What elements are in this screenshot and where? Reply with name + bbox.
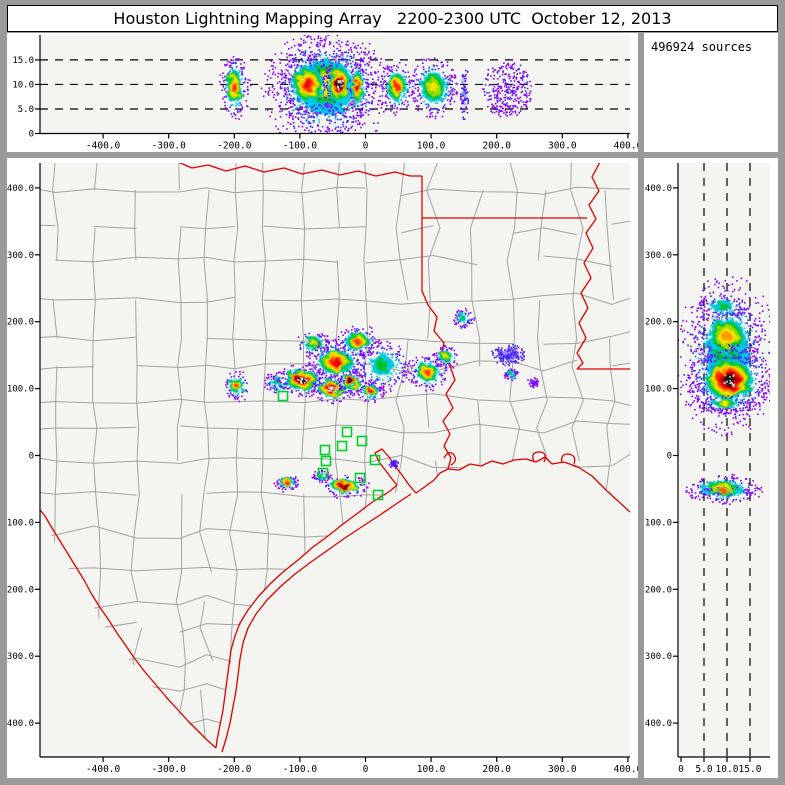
barrier-island [221,493,412,753]
station-square [354,472,366,484]
x-tick-label: -400.0 [86,141,121,152]
y-tick-label: 300.0 [7,251,34,261]
y-tick-label: 100.0 [645,385,672,395]
y-tick-label: -200.0 [7,585,34,595]
x-tick-label: 0 [678,764,684,775]
y-tick-label: -300.0 [644,652,672,662]
station-square [369,454,381,466]
x-tick-label: -300.0 [152,764,187,775]
x-tick-label: -200.0 [217,141,252,152]
sabine-lake [443,451,457,466]
east-texas-border [421,176,456,470]
y-tick-label: 300.0 [645,251,672,261]
x-tick-label: -100.0 [283,141,318,152]
y-tick-label: 0 [29,130,34,140]
x-tick-label: 400.0 [614,764,638,775]
calcasieu-lake [532,451,546,463]
ns-altitude-panel[interactable]: 0 5.0 10.015.0 400.0 300.0 200.0 100.0 0 -100.0 -… [644,158,778,778]
station-square [277,390,289,402]
x-tick-label: 300.0 [548,141,577,152]
x-tick-label: 300.0 [548,764,577,775]
y-tick-label: -100.0 [644,518,672,528]
y-tick-label: 400.0 [645,184,672,194]
y-tick-label: 200.0 [645,318,672,328]
y-tick-label: -100.0 [7,518,34,528]
ns-altitude-plot[interactable]: 0 5.0 10.015.0 400.0 300.0 200.0 100.0 0 -100.0 -… [644,158,778,778]
y-tick-label: 200.0 [7,318,34,328]
x-tick-label: 15.0 [739,764,762,775]
station-square [320,455,332,467]
x-tick-label: 0 [363,764,369,775]
x-tick-label: -300.0 [152,141,187,152]
plan-view-map-panel[interactable]: -400.0 -300.0 -200.0 -100.0 0 100.0 200.0 300.0… [7,158,638,778]
red-river-border [178,163,422,177]
axes: -400.0 -300.0 -200.0 -100.0 0 100.0 200.0 300.0… [12,35,638,152]
ew-altitude-plot[interactable]: -400.0 -300.0 -200.0 -100.0 0 100.0 200.0 300.0… [7,33,638,152]
x-tick-label: -100.0 [283,764,318,775]
x-tick-label: 400.0 [614,141,638,152]
station-square [341,426,353,438]
y-tick-label: -200.0 [644,585,672,595]
window-title: Houston Lightning Mapping Array 2200-230… [113,9,672,28]
x-tick-label: 100.0 [417,141,446,152]
x-tick-label: 200.0 [482,141,511,152]
state-borders [40,163,630,753]
y-tick-label: 400.0 [7,184,34,194]
station-square [336,440,348,452]
grand-lake [560,453,576,465]
y-tick-label: 0 [29,452,34,462]
y-tick-label: 0 [667,452,672,462]
y-tick-label: 5.0 [18,105,34,115]
plan-view-map-plot[interactable]: -400.0 -300.0 -200.0 -100.0 0 100.0 200.0 300.0… [7,158,638,778]
y-tick-label: -400.0 [644,719,672,729]
y-tick-label: 100.0 [7,385,34,395]
station-square [372,489,384,501]
x-tick-label: 200.0 [482,764,511,775]
x-tick-label: 0 [363,141,369,152]
lma-station-markers [277,390,384,501]
title-bar: Houston Lightning Mapping Array 2200-230… [7,5,778,32]
station-square [317,467,329,479]
y-tick-label: 10.0 [12,80,34,90]
y-tick-label: -300.0 [7,652,34,662]
axes: 0 5.0 10.015.0 400.0 300.0 200.0 100.0 0 -100.0 -… [644,163,770,775]
density-cells [678,276,770,506]
station-square [356,435,368,447]
arkansas-river-border [576,163,601,370]
x-tick-label: 5.0 [695,764,712,775]
sources-count-label: 496924 sources [651,40,753,54]
axes: -400.0 -300.0 -200.0 -100.0 0 100.0 200.0 300.0… [7,163,638,775]
x-tick-label: 100.0 [417,764,446,775]
sources-panel: 496924 sources [644,33,778,152]
rio-grande-border [40,509,217,749]
station-square [319,444,331,456]
y-tick-label: -400.0 [7,719,34,729]
x-tick-label: -400.0 [86,764,121,775]
gulf-coastline [215,448,630,749]
x-tick-label: 10.0 [716,764,739,775]
y-tick-label: 15.0 [12,56,34,66]
x-tick-label: -200.0 [217,764,252,775]
density-cells [219,35,532,134]
ew-altitude-panel[interactable]: -400.0 -300.0 -200.0 -100.0 0 100.0 200.0 300.0… [7,33,638,152]
